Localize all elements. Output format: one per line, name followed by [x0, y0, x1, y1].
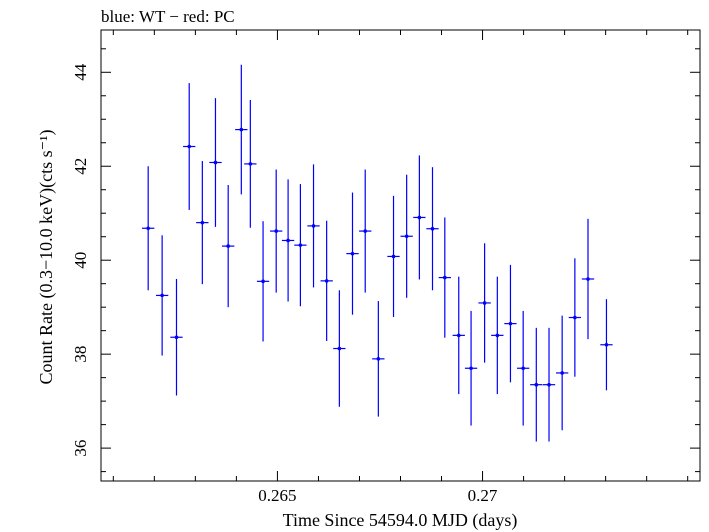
data-point	[452, 276, 465, 395]
data-point	[426, 167, 439, 291]
point-marker	[508, 321, 513, 326]
point-marker	[274, 229, 278, 233]
data-point	[142, 166, 155, 291]
data-point	[155, 235, 169, 356]
data-point	[555, 315, 569, 431]
data-point	[270, 169, 283, 293]
y-tick-label: 42	[71, 158, 90, 175]
data-point	[333, 290, 346, 407]
point-marker	[298, 243, 303, 247]
point-marker	[350, 251, 355, 256]
point-marker	[573, 315, 577, 320]
y-tick-label: 40	[71, 252, 90, 269]
point-marker	[547, 382, 551, 387]
data-point	[530, 327, 543, 442]
x-tick-label: 0.27	[468, 486, 498, 505]
plot-frame	[100, 29, 701, 482]
data-point	[504, 264, 517, 383]
data-point	[413, 155, 426, 280]
data-point	[491, 276, 504, 395]
point-marker	[187, 144, 192, 149]
data-point	[359, 169, 372, 293]
point-marker	[239, 127, 244, 132]
data-point	[372, 301, 385, 417]
point-marker	[324, 279, 329, 283]
data-point	[517, 310, 530, 426]
data-point	[209, 98, 222, 227]
point-marker	[391, 254, 396, 259]
point-marker	[261, 279, 265, 284]
y-tick-label: 44	[71, 63, 90, 81]
y-axis-label: Count Rate (0.3−10.0 keV)(cts s⁻¹)	[36, 129, 57, 384]
data-point	[320, 220, 333, 342]
point-marker	[174, 335, 179, 340]
data-point	[244, 99, 257, 228]
data-point	[294, 184, 307, 307]
point-marker	[311, 224, 316, 228]
axis-ticks	[101, 30, 700, 481]
point-marker	[404, 234, 409, 239]
point-marker	[604, 342, 609, 347]
data-series	[142, 64, 613, 442]
data-point	[581, 218, 595, 340]
data-point	[542, 327, 556, 442]
point-marker	[248, 162, 253, 166]
data-point	[438, 217, 451, 338]
point-marker	[495, 333, 500, 338]
point-marker	[521, 366, 525, 371]
data-point	[222, 185, 235, 308]
data-point	[568, 258, 582, 377]
data-point	[235, 64, 248, 195]
data-point	[346, 192, 359, 315]
point-marker	[200, 220, 205, 225]
data-point	[170, 278, 183, 396]
point-marker	[160, 293, 164, 298]
point-marker	[417, 215, 422, 220]
x-tick-label: 0.265	[258, 486, 296, 505]
point-marker	[443, 275, 447, 280]
data-point	[464, 310, 478, 426]
point-marker	[337, 346, 342, 351]
chart-title: blue: WT − red: PC	[101, 7, 235, 26]
data-point	[281, 179, 295, 302]
data-point	[307, 164, 320, 288]
plot-border	[100, 29, 701, 482]
axis-tick-labels: 0.265 0.27 36 38 40 42 44	[71, 63, 498, 505]
point-marker	[376, 357, 381, 361]
y-tick-label: 36	[71, 440, 90, 457]
data-point	[400, 174, 413, 298]
data-point	[600, 299, 613, 391]
point-marker	[560, 371, 564, 375]
point-marker	[469, 366, 473, 371]
data-point	[387, 195, 400, 318]
data-point	[183, 83, 196, 210]
y-tick-label: 38	[71, 346, 90, 363]
point-marker	[430, 226, 435, 231]
data-point	[478, 243, 491, 363]
point-marker	[482, 301, 487, 305]
point-marker	[286, 238, 290, 243]
data-point	[256, 221, 270, 342]
point-marker	[363, 229, 368, 233]
data-point	[196, 161, 209, 285]
point-marker	[534, 382, 539, 387]
x-axis-label: Time Since 54594.0 MJD (days)	[283, 510, 518, 531]
point-marker	[226, 244, 230, 248]
point-marker	[213, 160, 218, 165]
point-marker	[456, 333, 461, 338]
point-marker	[586, 277, 590, 281]
point-marker	[146, 226, 150, 231]
